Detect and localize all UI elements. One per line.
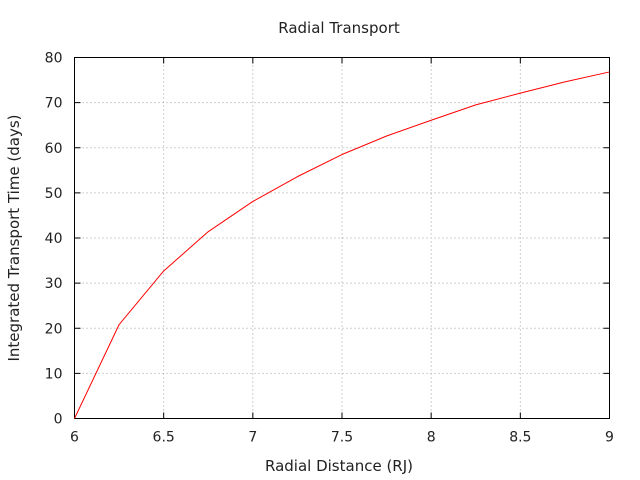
y-tick-label: 40 [45,231,63,247]
x-tick-label: 7.5 [331,430,353,446]
ticks: 6 6.5 7 7.5 8 8.5 9 0 10 20 30 40 50 60 70 80 [45,51,614,446]
series-line [74,71,610,419]
y-axis-label: Integrated Transport Time (days) [5,114,23,361]
y-tick-label: 50 [45,186,63,202]
x-tick-label: 7 [248,430,257,446]
y-tick-label: 70 [45,96,63,112]
x-tick-label: 8.5 [509,430,531,446]
y-tick-label: 30 [45,276,63,292]
x-tick-label: 9 [605,430,614,446]
chart-title: Radial Transport [278,19,400,37]
y-tick-label: 10 [45,366,63,382]
series [74,71,610,419]
y-tick-label: 80 [45,51,63,67]
x-axis-label: Radial Distance (RJ) [265,457,413,475]
grid [74,57,610,419]
x-tick-label: 6.5 [153,430,175,446]
y-tick-label: 0 [54,412,63,428]
y-tick-label: 60 [45,141,63,157]
x-tick-label: 8 [427,430,436,446]
x-tick-label: 6 [70,430,79,446]
y-tick-label: 20 [45,321,63,337]
